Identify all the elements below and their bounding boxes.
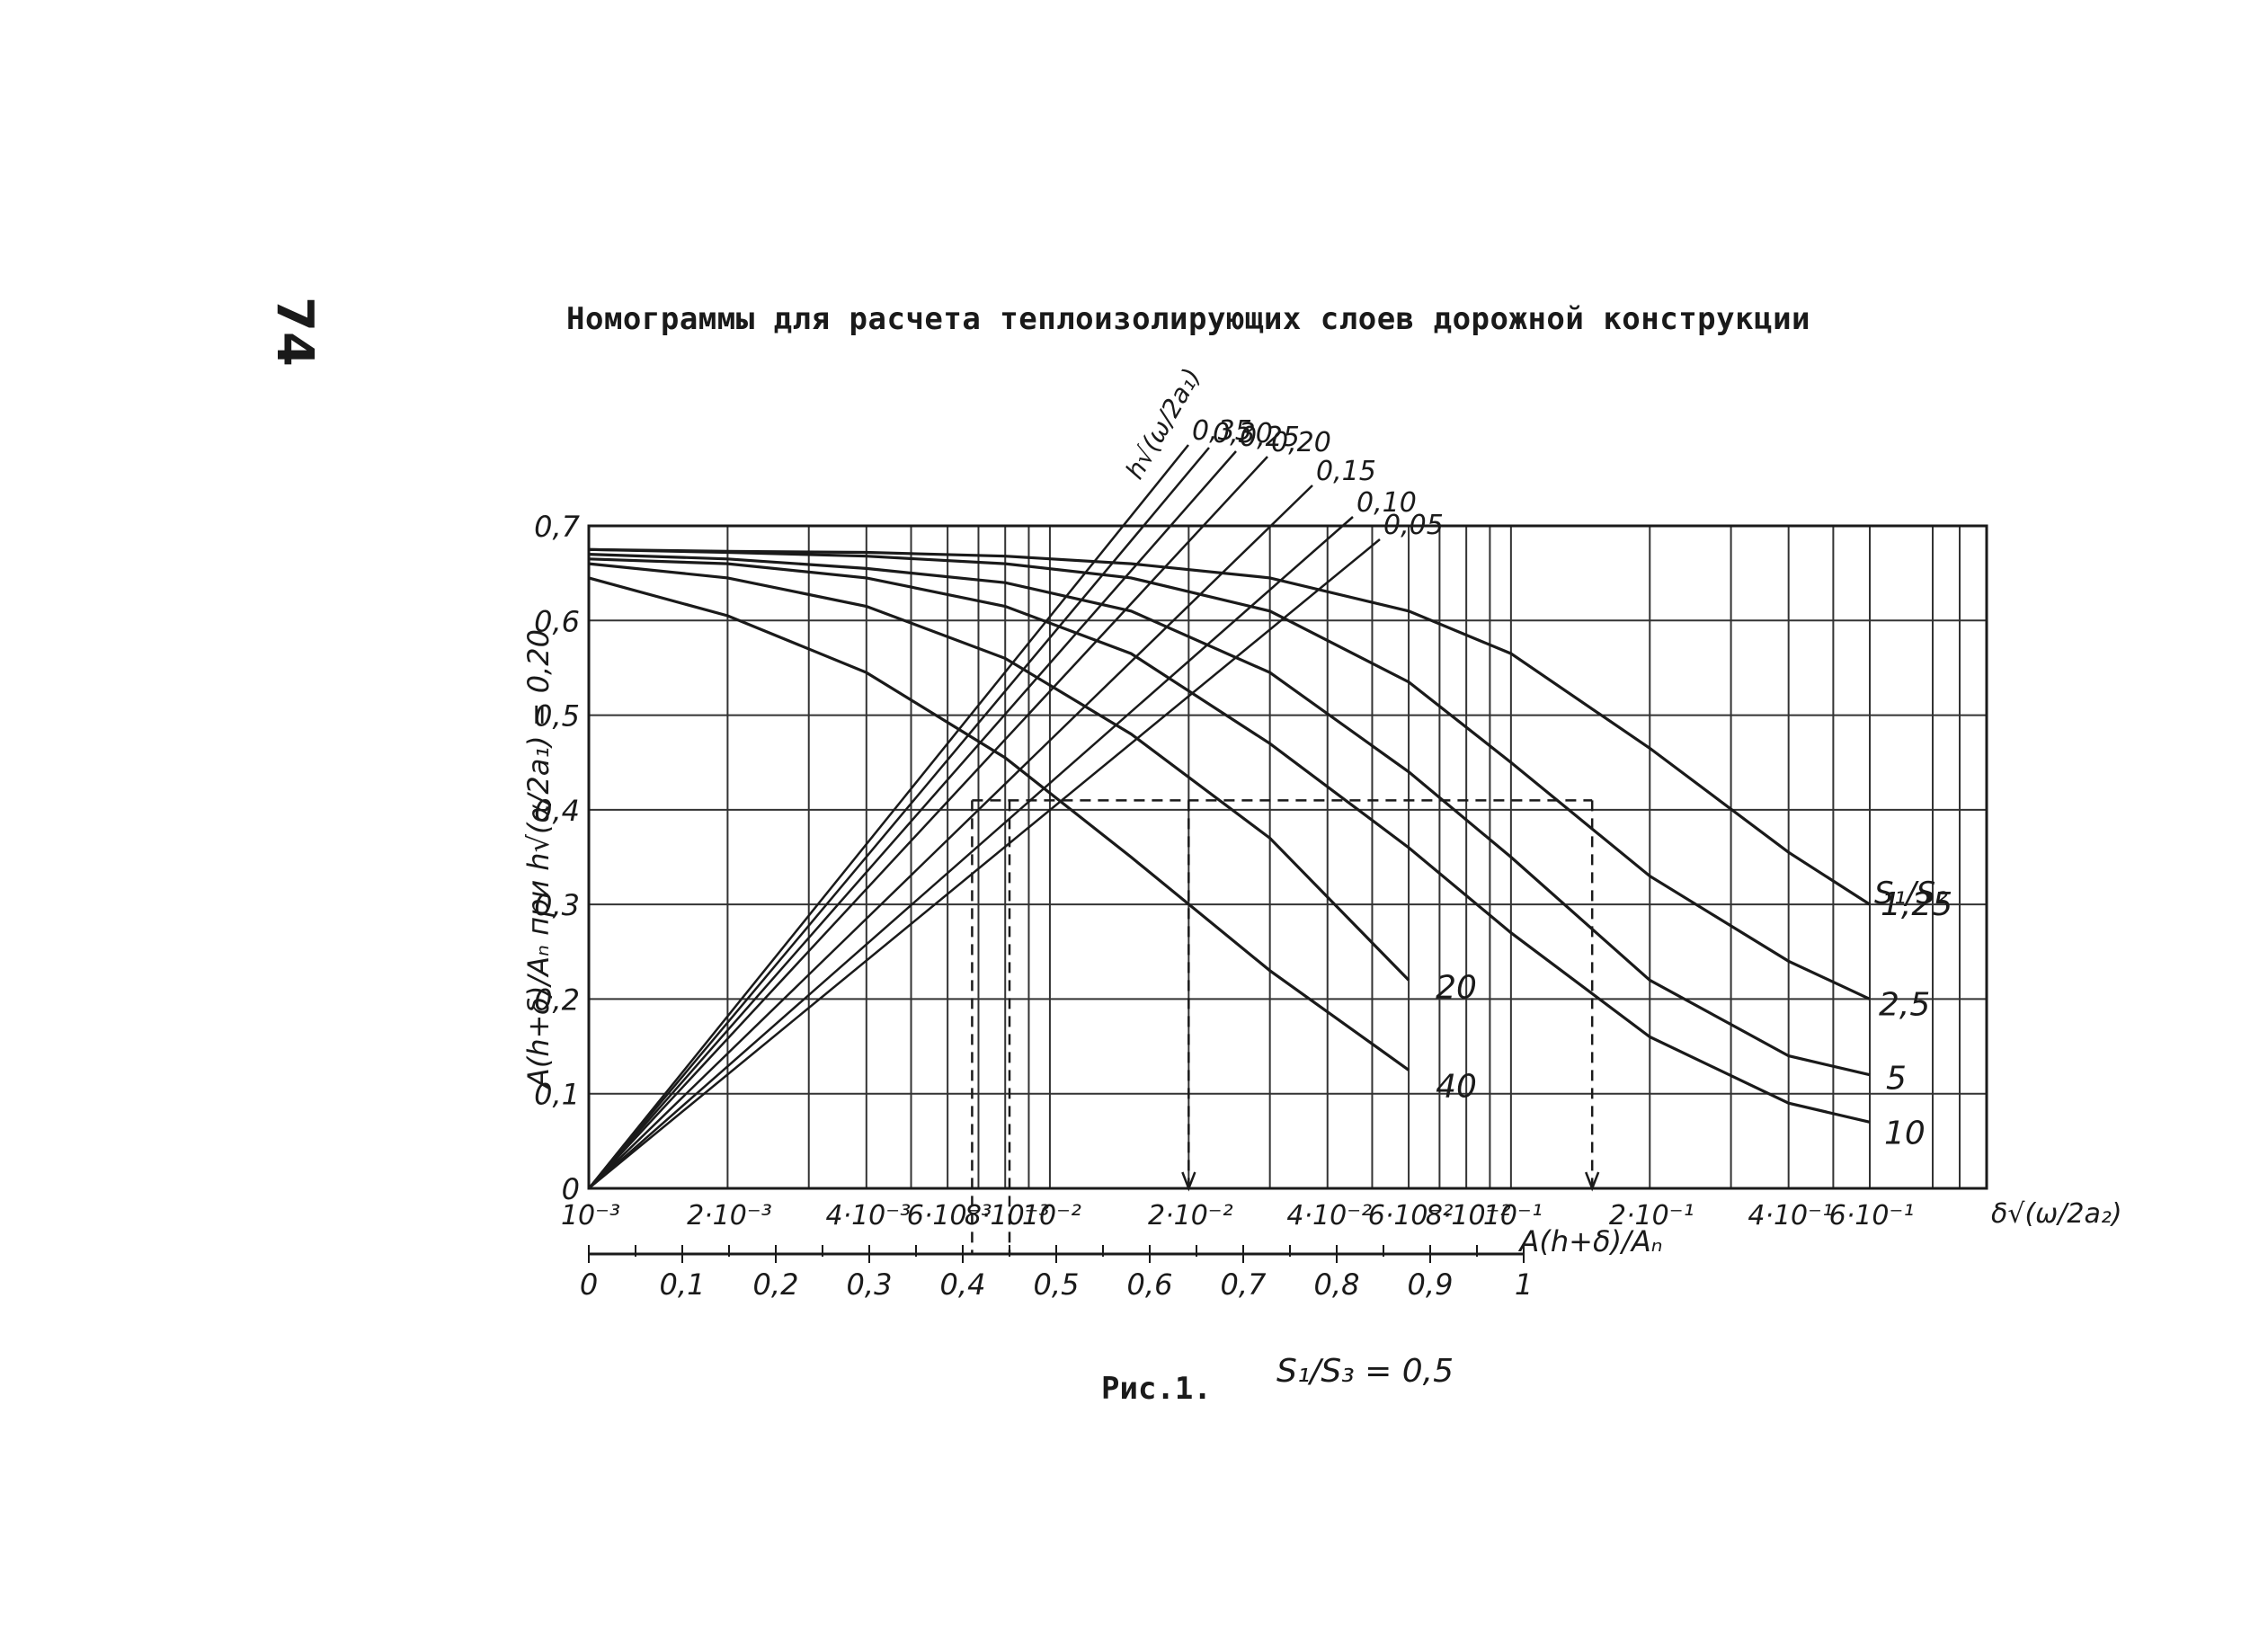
ratio-curve bbox=[588, 547, 1871, 1000]
ratio-curve bbox=[588, 547, 1871, 906]
ratio-label: S₁/S₂ bbox=[1874, 876, 1948, 911]
figure-caption: Рис.1. bbox=[1101, 1371, 1212, 1407]
y-tick-label: 0 bbox=[562, 1172, 580, 1206]
ratio-curve bbox=[588, 562, 1410, 982]
y-tick-label: 0,1 bbox=[534, 1078, 580, 1112]
family-line bbox=[588, 516, 1354, 1189]
page-title: Номограммы для расчета теплоизолирующих … bbox=[566, 301, 1811, 337]
family-line bbox=[588, 456, 1268, 1189]
plot-frame bbox=[587, 524, 1988, 1190]
y-tick-label: 0,2 bbox=[534, 983, 580, 1017]
x-bottom-tick-label: 0,4 bbox=[940, 1267, 986, 1302]
family-line-label: 0,30 bbox=[1213, 418, 1273, 449]
x-bottom-tick-label: 0,5 bbox=[1034, 1267, 1080, 1302]
x-top-axis-label: δ√(ω/2a₂) bbox=[1991, 1198, 2122, 1230]
ratio-curve bbox=[588, 557, 1871, 1124]
x-bottom-tick-label: 1 bbox=[1515, 1267, 1533, 1302]
x-bottom-axis-label: A(h+δ)/Aₙ bbox=[1518, 1224, 1663, 1258]
ratio-curve-label: 5 bbox=[1886, 1061, 1907, 1098]
x-top-tick-label: 2·10⁻² bbox=[1148, 1200, 1233, 1232]
family-line bbox=[588, 485, 1313, 1189]
y-tick-label: 0,4 bbox=[534, 794, 580, 828]
x-top-tick-label: 10⁻² bbox=[1022, 1200, 1081, 1232]
x-top-tick-label: 6·10⁻² bbox=[1368, 1200, 1454, 1232]
axes: 00,10,20,30,40,50,60,710⁻³ 2·10⁻³ 4·10⁻³6·… bbox=[521, 510, 2122, 1302]
ratio-curve-label: 20 bbox=[1436, 969, 1477, 1006]
ratio-curve-label: 40 bbox=[1436, 1068, 1477, 1105]
family-line-label: 0,10 bbox=[1356, 487, 1417, 519]
x-bottom-tick-label: 0,1 bbox=[660, 1267, 706, 1302]
ratio-curve-label: 1,25 bbox=[1881, 886, 1952, 923]
family-line bbox=[588, 444, 1189, 1189]
family-line-label: 0,35 bbox=[1192, 415, 1252, 447]
ratio-curves: 1,25 2,5 5 10 20 40 bbox=[588, 547, 1952, 1152]
y-tick-label: 0,3 bbox=[534, 888, 580, 922]
family-lines: 0,350,300,250,200,150,100,05 bbox=[588, 415, 1444, 1189]
x-bottom-tick-label: 0,8 bbox=[1314, 1267, 1360, 1302]
ratio-curve bbox=[588, 553, 1871, 1077]
family-line bbox=[588, 447, 1210, 1189]
y-tick-label: 0,6 bbox=[534, 604, 580, 638]
family-line bbox=[588, 450, 1237, 1189]
x-top-tick-label: 4·10⁻³ bbox=[825, 1200, 911, 1232]
x-top-tick-label: 8·10⁻² bbox=[1426, 1200, 1511, 1232]
x-top-tick-label: 6·10⁻³ bbox=[907, 1200, 992, 1232]
y-tick-label: 0,5 bbox=[534, 699, 580, 734]
ratio-curve bbox=[588, 576, 1410, 1071]
ratio-curve-label: 10 bbox=[1884, 1115, 1926, 1152]
grid bbox=[587, 524, 1988, 1190]
example-construction bbox=[971, 799, 1600, 1254]
example-arrow bbox=[1181, 1171, 1196, 1192]
x-bottom-tick-label: 0 bbox=[580, 1267, 598, 1302]
x-top-tick-label: 4·10⁻¹ bbox=[1748, 1200, 1833, 1232]
family-line-label: 0,25 bbox=[1240, 422, 1300, 453]
family-line-label: 0,15 bbox=[1316, 456, 1376, 487]
x-top-tick-label: 2·10⁻¹ bbox=[1609, 1200, 1694, 1232]
family-line-label: 0,05 bbox=[1383, 510, 1444, 541]
x-top-tick-label: 4·10⁻² bbox=[1286, 1200, 1372, 1232]
y-axis-label: A(h+δ)/Aₙ при h√(α/2a₁) = 0,20 bbox=[521, 629, 556, 1089]
x-top-tick-label: 8·10⁻³ bbox=[965, 1200, 1050, 1232]
x-top-tick-label: 6·10⁻¹ bbox=[1829, 1200, 1915, 1232]
x-bottom-tick-label: 0,3 bbox=[847, 1267, 893, 1302]
x-bottom-tick-label: 0,6 bbox=[1127, 1267, 1173, 1302]
x-top-tick-label: 2·10⁻³ bbox=[687, 1200, 772, 1232]
example-arrow bbox=[1585, 1171, 1600, 1192]
family-line-label: 0,20 bbox=[1271, 427, 1331, 458]
x-bottom-tick-label: 0,7 bbox=[1221, 1267, 1267, 1302]
x-bottom-tick-label: 0,9 bbox=[1408, 1267, 1454, 1302]
ratio-curve-label: 2,5 bbox=[1879, 986, 1930, 1023]
family-line bbox=[588, 538, 1381, 1189]
x-bottom-tick-label: 0,2 bbox=[753, 1267, 799, 1302]
x-top-tick-label: 10⁻³ bbox=[561, 1200, 620, 1232]
figure-caption-ratio: S₁/S₃ = 0,5 bbox=[1276, 1353, 1454, 1390]
x-top-tick-label: 10⁻¹ bbox=[1483, 1200, 1543, 1232]
y-tick-label: 0,7 bbox=[534, 510, 581, 544]
